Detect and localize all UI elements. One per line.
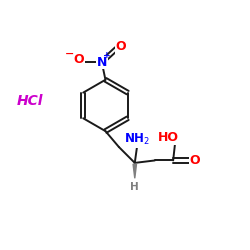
Text: HO: HO [158,132,179,144]
Text: O: O [74,53,84,66]
Polygon shape [133,164,136,178]
Text: +: + [103,51,110,60]
Text: N: N [96,56,107,69]
Text: NH$_2$: NH$_2$ [124,132,150,148]
Text: O: O [190,154,200,167]
Text: −: − [65,49,75,59]
Text: HCl: HCl [16,94,43,108]
Text: H: H [130,182,139,192]
Text: O: O [116,40,126,53]
